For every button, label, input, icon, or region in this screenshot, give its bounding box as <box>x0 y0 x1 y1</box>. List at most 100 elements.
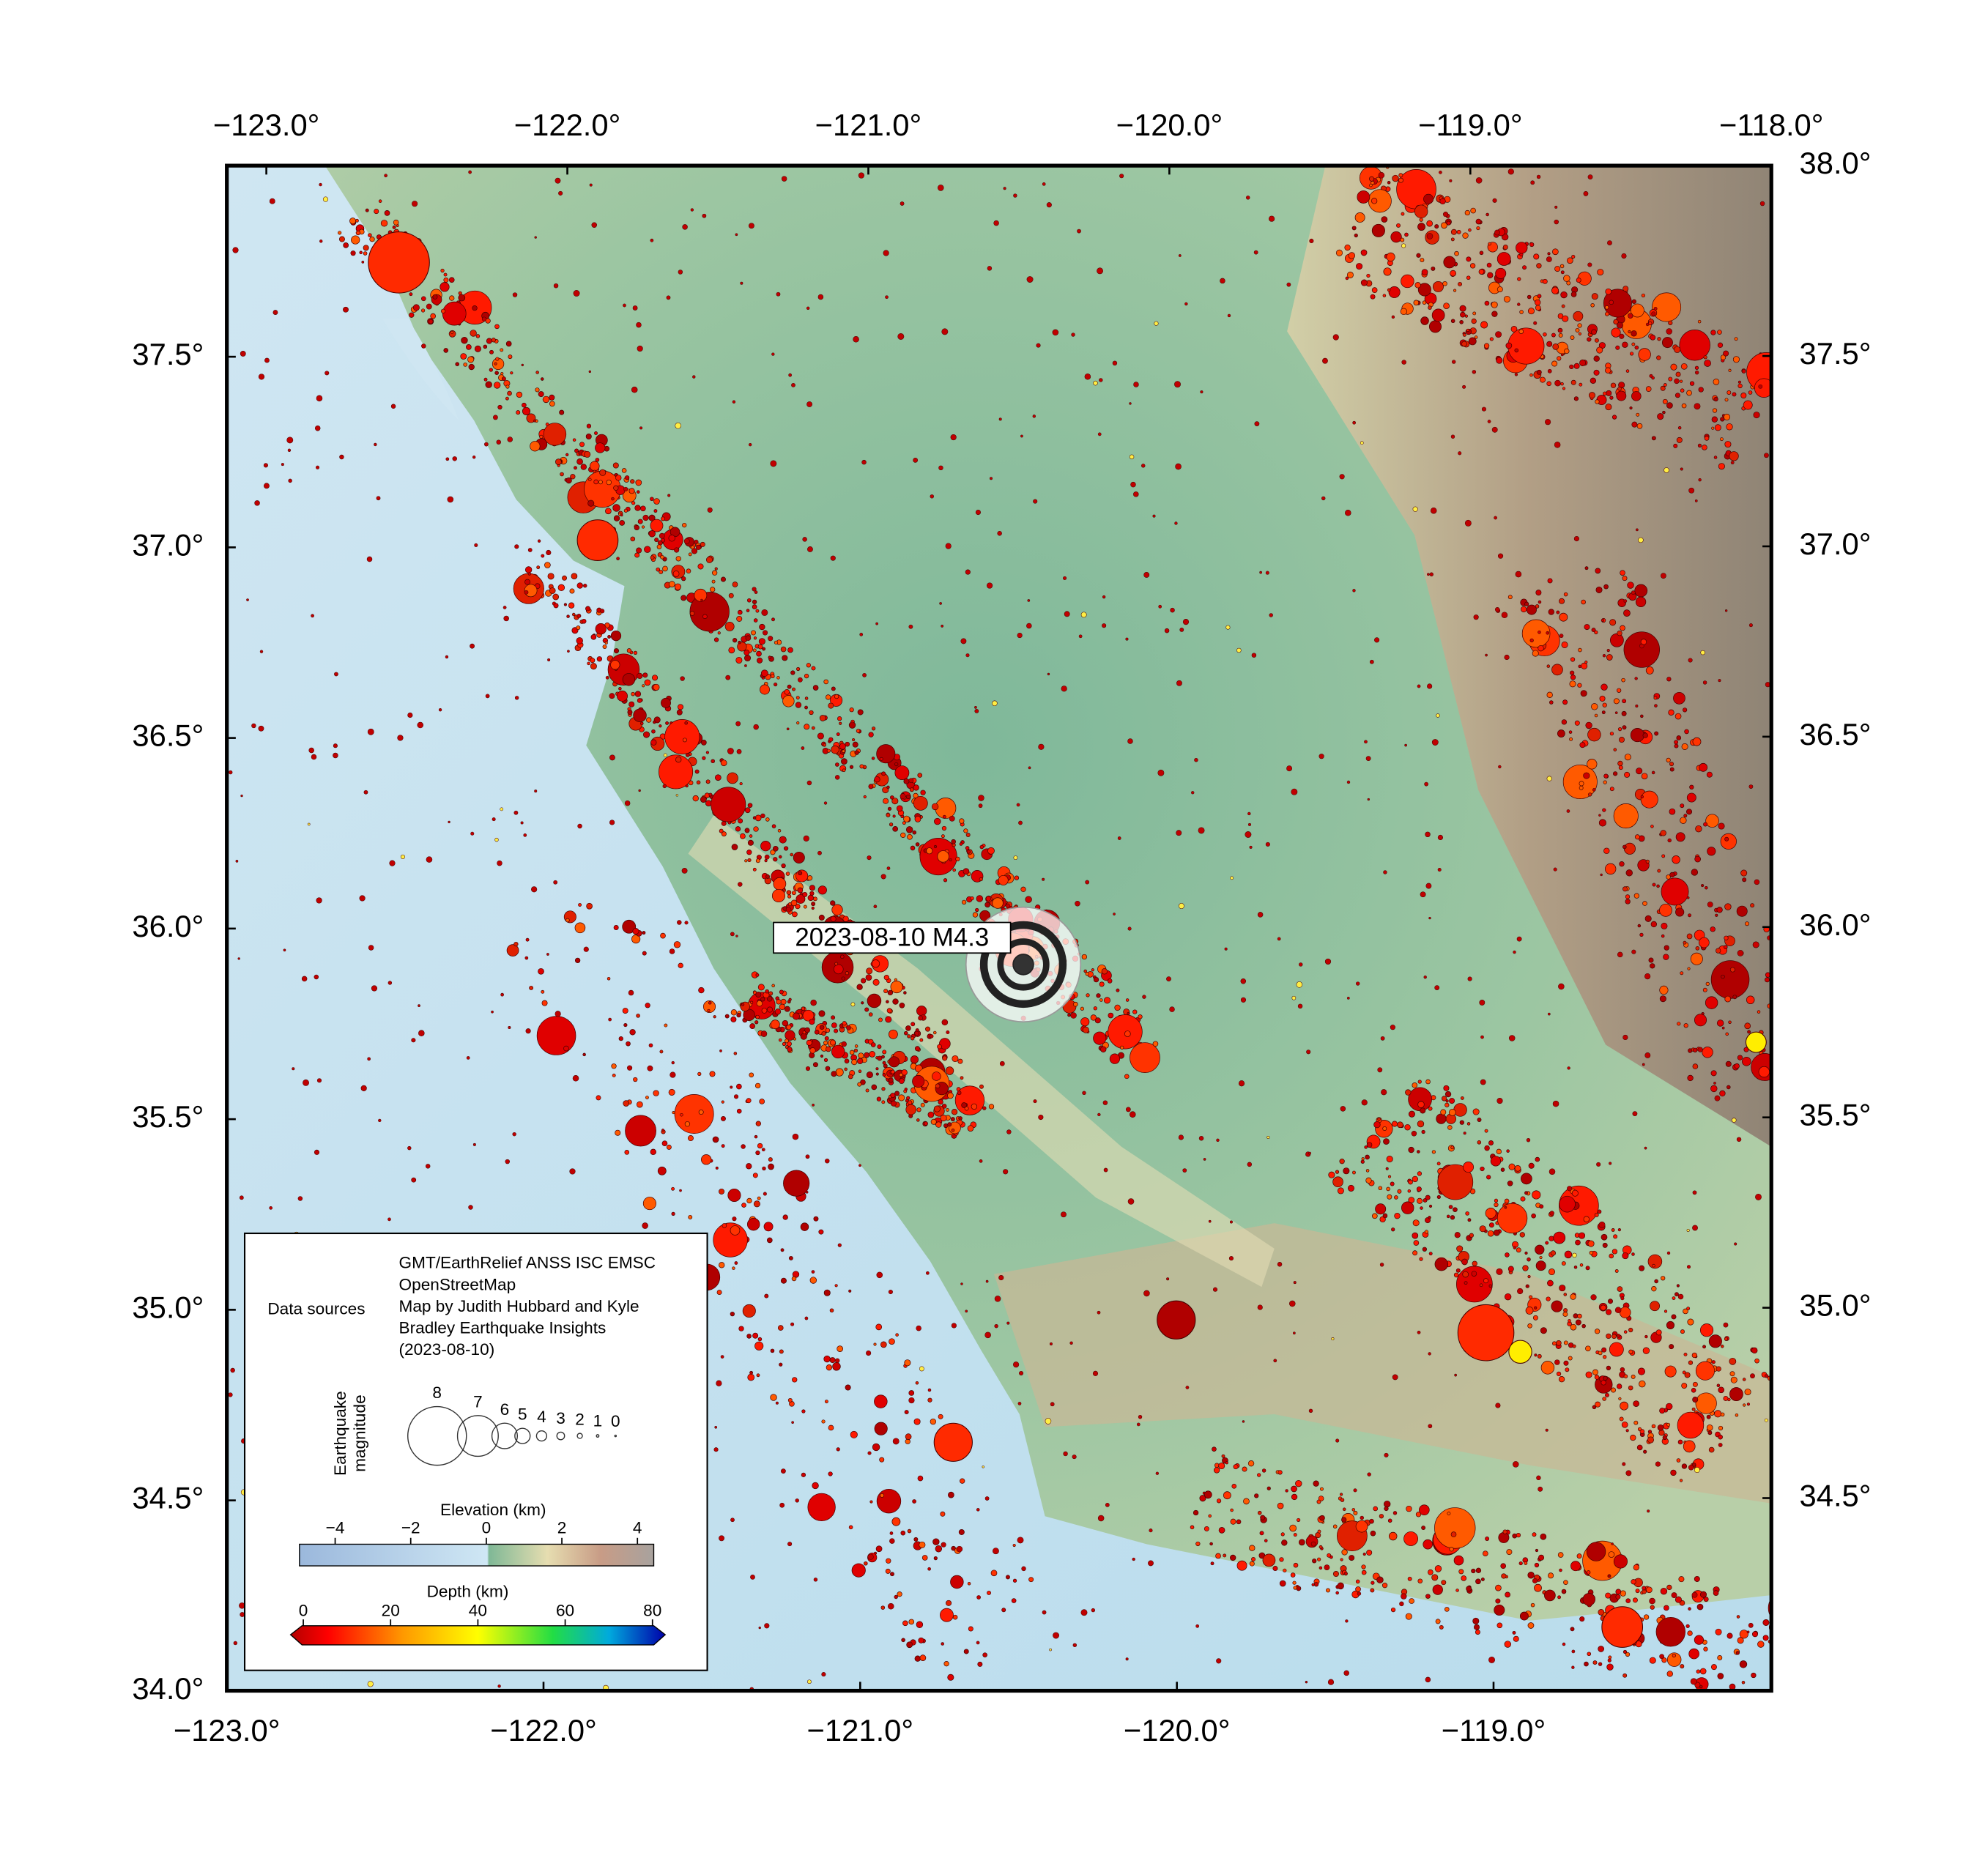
earthquake-dot <box>1691 1407 1696 1411</box>
earthquake-dot <box>1695 1392 1717 1414</box>
earthquake-dot <box>892 998 899 1005</box>
earthquake-dot <box>933 1030 937 1035</box>
bottom-tick-label: −120.0° <box>1124 1713 1231 1747</box>
earthquake-dot <box>652 675 659 681</box>
earthquake-dot <box>1391 315 1395 319</box>
earthquake-dot <box>1417 1197 1423 1204</box>
earthquake-dot <box>1277 937 1281 941</box>
earthquake-dot <box>1570 1561 1581 1572</box>
earthquake-dot <box>1434 1257 1449 1271</box>
earthquake-dot <box>1592 1369 1598 1375</box>
earthquake-dot <box>1279 1580 1286 1587</box>
earthquake-dot <box>865 974 872 981</box>
earthquake-dot <box>1381 216 1388 223</box>
earthquake-dot <box>1651 1286 1657 1292</box>
earthquake-dot <box>281 463 284 467</box>
earthquake-dot <box>272 310 278 315</box>
earthquake-dot <box>1472 370 1477 374</box>
earthquake-dot <box>1127 738 1133 744</box>
earthquake-dot <box>1428 1204 1433 1208</box>
earthquake-dot <box>807 1679 812 1684</box>
earthquake-dot <box>1557 729 1565 738</box>
earthquake-dot <box>1680 1664 1685 1669</box>
earthquake-dot <box>1528 1295 1533 1299</box>
earthquake-dot <box>764 1293 769 1299</box>
earthquake-dot <box>1641 773 1648 780</box>
earthquake-dot <box>1697 1047 1703 1052</box>
earthquake-dot <box>412 304 420 311</box>
earthquake-dot <box>1519 310 1524 314</box>
earthquake-dot <box>1317 1529 1321 1534</box>
earthquake-dot <box>821 1031 826 1036</box>
earthquake-dot <box>1536 263 1542 269</box>
earthquake-dot <box>675 757 682 763</box>
earthquake-dot <box>1017 1402 1022 1405</box>
earthquake-dot <box>1724 836 1729 842</box>
earthquake-dot <box>1006 1321 1010 1325</box>
earthquake-dot <box>1518 1561 1523 1566</box>
earthquake-dot <box>1748 623 1753 628</box>
earthquake-dot <box>1365 756 1371 762</box>
earthquake-dot <box>641 525 645 529</box>
earthquake-dot <box>420 296 426 302</box>
earthquake-dot <box>749 442 752 447</box>
earthquake-dot <box>1732 392 1737 397</box>
left-tick-label: 34.0° <box>132 1671 204 1706</box>
earthquake-dot <box>1269 215 1275 222</box>
map-area <box>226 166 1772 1691</box>
earthquake-dot <box>737 609 743 615</box>
earthquake-dot <box>766 1006 773 1013</box>
earthquake-dot <box>1660 1587 1668 1595</box>
data-source: (2023-08-10) <box>399 1340 495 1359</box>
earthquake-dot <box>1026 623 1032 629</box>
earthquake-dot <box>1762 1635 1769 1641</box>
earthquake-dot <box>933 1105 941 1112</box>
earthquake-dot <box>505 396 509 401</box>
earthquake-dot <box>258 374 265 380</box>
earthquake-dot <box>229 770 233 775</box>
earthquake-dot <box>900 793 906 800</box>
earthquake-dot <box>1505 342 1513 349</box>
earthquake-dot <box>811 906 815 910</box>
earthquake-dot <box>1631 299 1637 304</box>
earthquake-dot <box>940 1511 946 1517</box>
earthquake-dot <box>848 1289 852 1293</box>
earthquake-dot <box>640 721 644 726</box>
earthquake-dot <box>664 1023 668 1028</box>
earthquake-dot <box>1540 1361 1555 1375</box>
earthquake-dot <box>1587 759 1598 770</box>
earthquake-dot <box>885 1568 891 1574</box>
earthquake-dot <box>1420 1107 1426 1114</box>
earthquake-dot <box>709 1071 716 1077</box>
earthquake-dot <box>502 606 507 609</box>
earthquake-dot <box>1729 967 1735 973</box>
earthquake-dot <box>627 1065 633 1071</box>
earthquake-dot <box>705 779 711 784</box>
earthquake-dot <box>682 738 687 743</box>
earthquake-dot <box>1390 1607 1396 1613</box>
earthquake-dot <box>1247 1460 1255 1467</box>
magnitude-circle <box>456 1415 499 1457</box>
earthquake-dot <box>744 828 750 833</box>
earthquake-dot <box>946 1107 949 1112</box>
earthquake-dot <box>529 985 534 990</box>
earthquake-dot <box>1591 703 1598 710</box>
earthquake-dot <box>600 609 605 614</box>
earthquake-dot <box>607 635 612 639</box>
earthquake-dot <box>780 1277 787 1284</box>
earthquake-dot <box>1497 553 1504 559</box>
earthquake-dot <box>621 468 627 473</box>
earthquake-dot <box>864 1007 869 1012</box>
earthquake-dot <box>707 507 713 513</box>
earthquake-dot <box>418 1004 420 1007</box>
earthquake-dot <box>1428 1106 1433 1111</box>
earthquake-dot <box>1038 743 1045 750</box>
earthquake-dot <box>952 1055 959 1063</box>
earthquake-dot <box>1496 252 1511 266</box>
earthquake-dot <box>977 1661 983 1667</box>
earthquake-dot <box>1598 1609 1605 1616</box>
earthquake-dot <box>1240 997 1247 1003</box>
earthquake-dot <box>653 720 656 724</box>
earthquake-dot <box>1671 1314 1677 1320</box>
